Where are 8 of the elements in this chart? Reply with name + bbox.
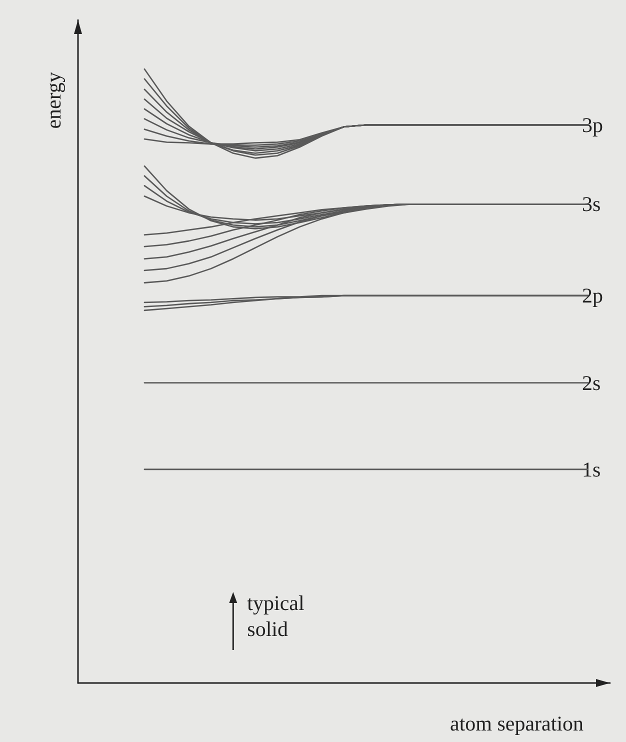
annotation: 2p <box>582 284 603 308</box>
x-axis-title: atom separation <box>450 712 584 736</box>
annotation: 3s <box>582 192 601 216</box>
annotation: typical solid <box>247 591 310 641</box>
annotation: 1s <box>582 457 601 482</box>
annotation: 3p <box>582 112 603 137</box>
annotation: 2s <box>582 370 601 395</box>
y-axis-title: energy <box>42 72 66 129</box>
